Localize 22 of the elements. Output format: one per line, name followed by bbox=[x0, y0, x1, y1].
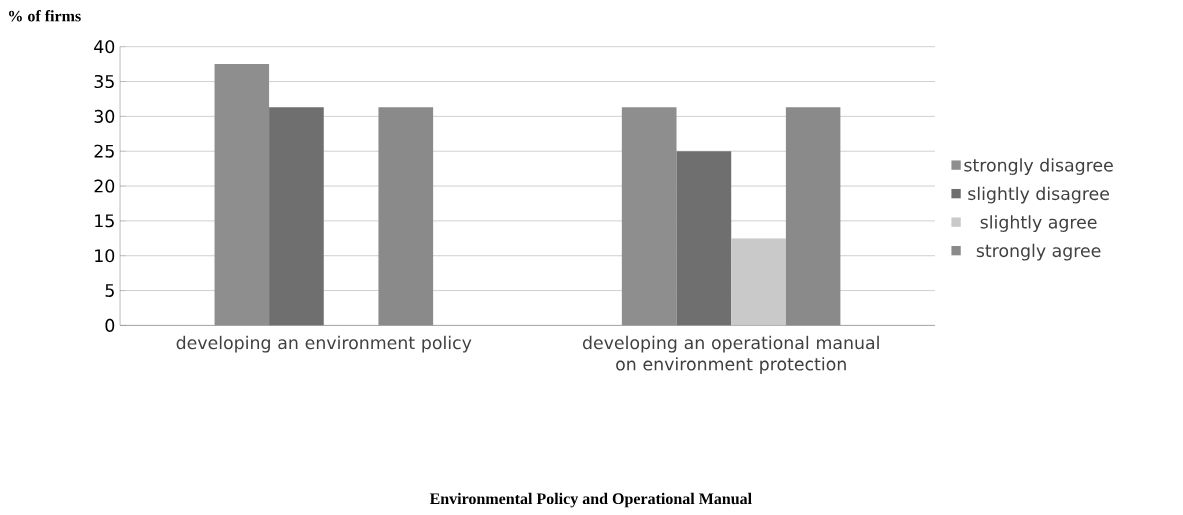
x-tick-label: developing an operational manual on environment protection bbox=[582, 335, 879, 375]
y-tick-label: 40 bbox=[94, 40, 115, 54]
bar bbox=[214, 64, 270, 326]
y-tick-label: 5 bbox=[105, 284, 114, 298]
bar bbox=[676, 151, 732, 326]
y-tick-label: 25 bbox=[94, 144, 114, 158]
legend-label: slightly agree bbox=[980, 215, 1097, 233]
text: Environmental Policy and Operational Manual bbox=[429, 492, 752, 508]
y-tick-label: 30 bbox=[94, 109, 115, 124]
bar bbox=[269, 107, 324, 326]
bar bbox=[621, 107, 677, 326]
y-tick-label: 15 bbox=[95, 214, 114, 228]
legend-label: strongly agree bbox=[976, 243, 1101, 261]
y-tick-label: 0 bbox=[105, 318, 115, 333]
bar bbox=[731, 238, 786, 326]
legend-label: slightly disagree bbox=[968, 186, 1109, 204]
y-axis-title: % of firms bbox=[9, 10, 81, 22]
x-tick-label: developing an environment policy bbox=[176, 335, 472, 353]
y-tick-label: 35 bbox=[94, 75, 114, 89]
y-tick-label: 20 bbox=[94, 179, 115, 193]
y-tick-label: 10 bbox=[95, 249, 115, 263]
legend-label: strongly disagree bbox=[964, 158, 1113, 176]
